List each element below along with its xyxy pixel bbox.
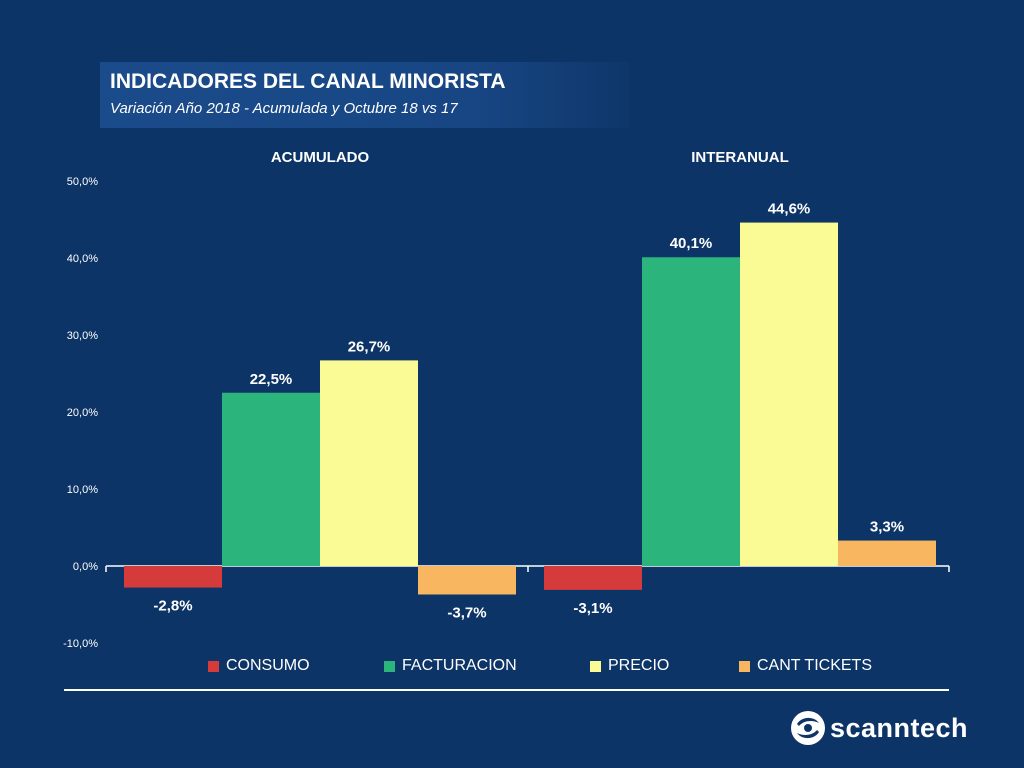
legend-item: FACTURACION: [384, 657, 517, 675]
legend-item: PRECIO: [590, 657, 669, 675]
scanntech-logo: scanntech: [790, 710, 968, 746]
bar: [740, 222, 838, 566]
chart-subtitle: Variación Año 2018 - Acumulada y Octubre…: [110, 100, 458, 117]
legend-swatch: [739, 660, 750, 672]
y-tick-label: 10,0%: [67, 484, 98, 496]
legend-swatch: [590, 660, 601, 672]
bar: [124, 566, 222, 588]
y-tick-label: 30,0%: [67, 330, 98, 342]
bar: [320, 360, 418, 566]
chart-legend: CONSUMO FACTURACION PRECIO CANT TICKETS: [0, 657, 1024, 679]
y-tick-label: 50,0%: [67, 176, 98, 188]
y-tick-label: 0,0%: [73, 561, 98, 573]
category-label: INTERANUAL: [691, 149, 789, 166]
y-tick-label: 20,0%: [67, 407, 98, 419]
data-label: 26,7%: [348, 338, 391, 355]
title-box: INDICADORES DEL CANAL MINORISTA Variació…: [100, 62, 630, 128]
bar: [418, 566, 516, 595]
data-label: -3,7%: [447, 604, 486, 621]
bar: [838, 540, 936, 566]
bar: [642, 257, 740, 566]
legend-label: PRECIO: [608, 657, 670, 674]
y-tick-label: 40,0%: [67, 253, 98, 265]
data-label: -3,1%: [573, 600, 612, 617]
data-label: 44,6%: [768, 201, 811, 218]
logo-text: scanntech: [830, 712, 969, 743]
legend-item: CANT TICKETS: [739, 657, 872, 675]
data-label: 40,1%: [670, 235, 713, 252]
legend-swatch: [384, 660, 395, 672]
data-label: 3,3%: [870, 519, 904, 536]
bottom-divider: [64, 689, 949, 691]
bar: [222, 392, 320, 566]
y-tick-label: -10,0%: [63, 638, 98, 650]
legend-label: CONSUMO: [226, 657, 310, 674]
category-label: ACUMULADO: [271, 149, 370, 166]
legend-swatch: [208, 660, 219, 672]
scanntech-logo-icon: [791, 711, 825, 745]
chart-title: INDICADORES DEL CANAL MINORISTA: [110, 70, 506, 93]
data-label: -2,8%: [153, 598, 192, 615]
legend-label: CANT TICKETS: [757, 657, 872, 674]
legend-item: CONSUMO: [208, 657, 310, 675]
legend-label: FACTURACION: [402, 657, 517, 674]
bar: [544, 566, 642, 590]
data-label: 22,5%: [250, 371, 293, 388]
